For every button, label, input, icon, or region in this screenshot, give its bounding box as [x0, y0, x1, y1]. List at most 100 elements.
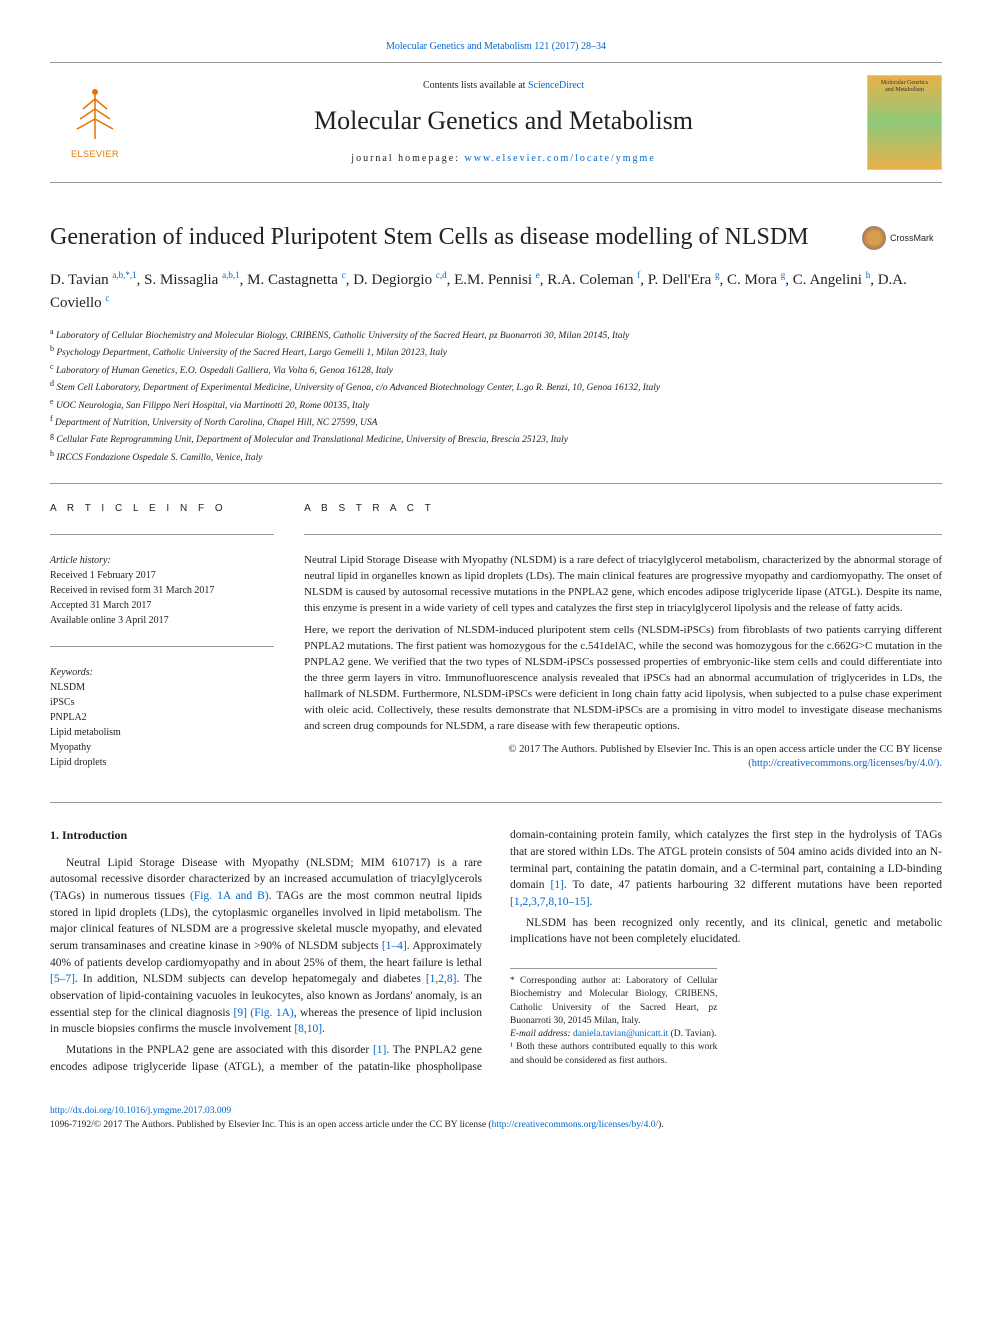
- crossmark-badge[interactable]: CrossMark: [862, 223, 942, 253]
- author-marks: c,d: [436, 270, 447, 280]
- author: D. Degiorgio c,d: [353, 272, 446, 288]
- keywords-heading: Keywords:: [50, 665, 274, 680]
- figure-link[interactable]: (Fig. 1A): [250, 1007, 293, 1019]
- reference-link[interactable]: [1]: [550, 879, 563, 891]
- affiliation: c Laboratory of Human Genetics, E.O. Osp…: [50, 361, 942, 378]
- history-line: Received 1 February 2017: [50, 568, 274, 583]
- affiliation-list: a Laboratory of Cellular Biochemistry an…: [50, 326, 942, 465]
- keyword: iPSCs: [50, 695, 274, 710]
- email-line: E-mail address: daniela.tavian@unicatt.i…: [510, 1028, 717, 1041]
- info-abstract-row: A R T I C L E I N F O Article history: R…: [50, 502, 942, 784]
- author-marks: c: [342, 270, 346, 280]
- info-divider-2: [50, 646, 274, 647]
- article-info-label: A R T I C L E I N F O: [50, 502, 274, 516]
- keyword: Lipid metabolism: [50, 725, 274, 740]
- affiliation: h IRCCS Fondazione Ospedale S. Camillo, …: [50, 448, 942, 465]
- reference-link[interactable]: [1]: [373, 1044, 386, 1056]
- author: E.M. Pennisi e: [454, 272, 540, 288]
- abstract-paragraph: Neutral Lipid Storage Disease with Myopa…: [304, 553, 942, 617]
- article-history: Article history: Received 1 February 201…: [50, 553, 274, 628]
- affiliation-mark: d: [50, 379, 54, 388]
- header-center: Contents lists available at ScienceDirec…: [160, 79, 847, 165]
- reference-link[interactable]: [8,10]: [294, 1023, 322, 1035]
- footer-suffix: ).: [658, 1120, 664, 1130]
- affiliation: g Cellular Fate Reprogramming Unit, Depa…: [50, 430, 942, 447]
- abstract-text: Neutral Lipid Storage Disease with Myopa…: [304, 553, 942, 734]
- journal-cover-thumbnail: Molecular Genetics and Metabolism: [867, 75, 942, 170]
- license-link[interactable]: (http://creativecommons.org/licenses/by/…: [748, 758, 942, 769]
- intro-heading: 1. Introduction: [50, 827, 482, 844]
- doi-link[interactable]: http://dx.doi.org/10.1016/j.ymgme.2017.0…: [50, 1106, 231, 1116]
- email-suffix: (D. Tavian).: [668, 1029, 716, 1039]
- intro-paragraph: Neutral Lipid Storage Disease with Myopa…: [50, 855, 482, 1038]
- author-marks: a,b,1: [222, 270, 240, 280]
- cover-title-1: Molecular Genetics: [881, 80, 928, 87]
- keyword: Myopathy: [50, 740, 274, 755]
- keywords-block: Keywords: NLSDMiPSCsPNPLA2Lipid metaboli…: [50, 665, 274, 770]
- author-marks: e: [536, 270, 540, 280]
- cover-title-2: and Metabolism: [885, 87, 924, 94]
- reference-link[interactable]: [1–4]: [382, 940, 407, 952]
- author: S. Missaglia a,b,1: [144, 272, 239, 288]
- publisher-logo: ELSEVIER: [50, 78, 140, 168]
- author-email-link[interactable]: daniela.tavian@unicatt.it: [573, 1029, 668, 1039]
- abstract-paragraph: Here, we report the derivation of NLSDM-…: [304, 623, 942, 735]
- intro-section: 1. Introduction Neutral Lipid Storage Di…: [50, 827, 942, 1075]
- article-title: Generation of induced Pluripotent Stem C…: [50, 223, 862, 252]
- journal-homepage: journal homepage: www.elsevier.com/locat…: [160, 152, 847, 166]
- affiliation-mark: f: [50, 414, 53, 423]
- abstract-divider: [304, 534, 942, 535]
- crossmark-label: CrossMark: [890, 232, 934, 245]
- keyword: Lipid droplets: [50, 755, 274, 770]
- contents-prefix: Contents lists available at: [423, 80, 528, 91]
- journal-citation: Molecular Genetics and Metabolism 121 (2…: [50, 40, 942, 54]
- reference-link[interactable]: [1,2,3,7,8,10–15]: [510, 896, 590, 908]
- info-divider: [50, 534, 274, 535]
- journal-header: ELSEVIER Contents lists available at Sci…: [50, 62, 942, 183]
- keyword: PNPLA2: [50, 710, 274, 725]
- history-line: Accepted 31 March 2017: [50, 598, 274, 613]
- journal-name: Molecular Genetics and Metabolism: [160, 103, 847, 139]
- reference-link[interactable]: [5–7]: [50, 973, 75, 985]
- affiliation-mark: b: [50, 344, 54, 353]
- affiliation: d Stem Cell Laboratory, Department of Ex…: [50, 378, 942, 395]
- title-section: Generation of induced Pluripotent Stem C…: [50, 223, 942, 253]
- copyright-text: © 2017 The Authors. Published by Elsevie…: [508, 744, 942, 755]
- crossmark-icon: [862, 226, 886, 250]
- affiliation-mark: g: [50, 431, 54, 440]
- affiliation-mark: a: [50, 327, 54, 336]
- author-marks: h: [866, 270, 871, 280]
- footnote-block: * Corresponding author at: Laboratory of…: [510, 968, 717, 1068]
- email-label: E-mail address:: [510, 1029, 573, 1039]
- elsevier-tree-icon: [65, 84, 125, 144]
- history-heading: Article history:: [50, 553, 274, 568]
- author-marks: f: [637, 270, 640, 280]
- affiliation-mark: h: [50, 449, 54, 458]
- reference-link[interactable]: [1,2,8]: [426, 973, 457, 985]
- sciencedirect-link[interactable]: ScienceDirect: [528, 80, 584, 91]
- section-divider: [50, 483, 942, 484]
- keyword: NLSDM: [50, 680, 274, 695]
- affiliation: f Department of Nutrition, University of…: [50, 413, 942, 430]
- footer-copyright: 1096-7192/© 2017 The Authors. Published …: [50, 1120, 492, 1130]
- author-marks: g: [715, 270, 720, 280]
- author: D. Tavian a,b,*,1: [50, 272, 137, 288]
- citation-link[interactable]: Molecular Genetics and Metabolism 121 (2…: [386, 41, 606, 52]
- author: C. Angelini h: [793, 272, 870, 288]
- article-info-column: A R T I C L E I N F O Article history: R…: [50, 502, 274, 784]
- intro-paragraph: NLSDM has been recognized only recently,…: [510, 915, 942, 948]
- homepage-prefix: journal homepage:: [351, 153, 464, 164]
- author-marks: a,b,*,1: [112, 270, 136, 280]
- author-marks: g: [781, 270, 786, 280]
- page-footer: http://dx.doi.org/10.1016/j.ymgme.2017.0…: [50, 1105, 942, 1132]
- body-columns: 1. Introduction Neutral Lipid Storage Di…: [50, 827, 942, 1075]
- affiliation: e UOC Neurologia, San Filippo Neri Hospi…: [50, 396, 942, 413]
- figure-link[interactable]: (Fig. 1A and B): [190, 890, 269, 902]
- reference-link[interactable]: [9]: [234, 1007, 247, 1019]
- contents-line: Contents lists available at ScienceDirec…: [160, 79, 847, 93]
- author: C. Mora g: [727, 272, 785, 288]
- copyright-line: © 2017 The Authors. Published by Elsevie…: [304, 743, 942, 772]
- homepage-link[interactable]: www.elsevier.com/locate/ymgme: [465, 153, 656, 164]
- footer-license-link[interactable]: http://creativecommons.org/licenses/by/4…: [492, 1120, 659, 1130]
- author: P. Dell'Era g: [648, 272, 720, 288]
